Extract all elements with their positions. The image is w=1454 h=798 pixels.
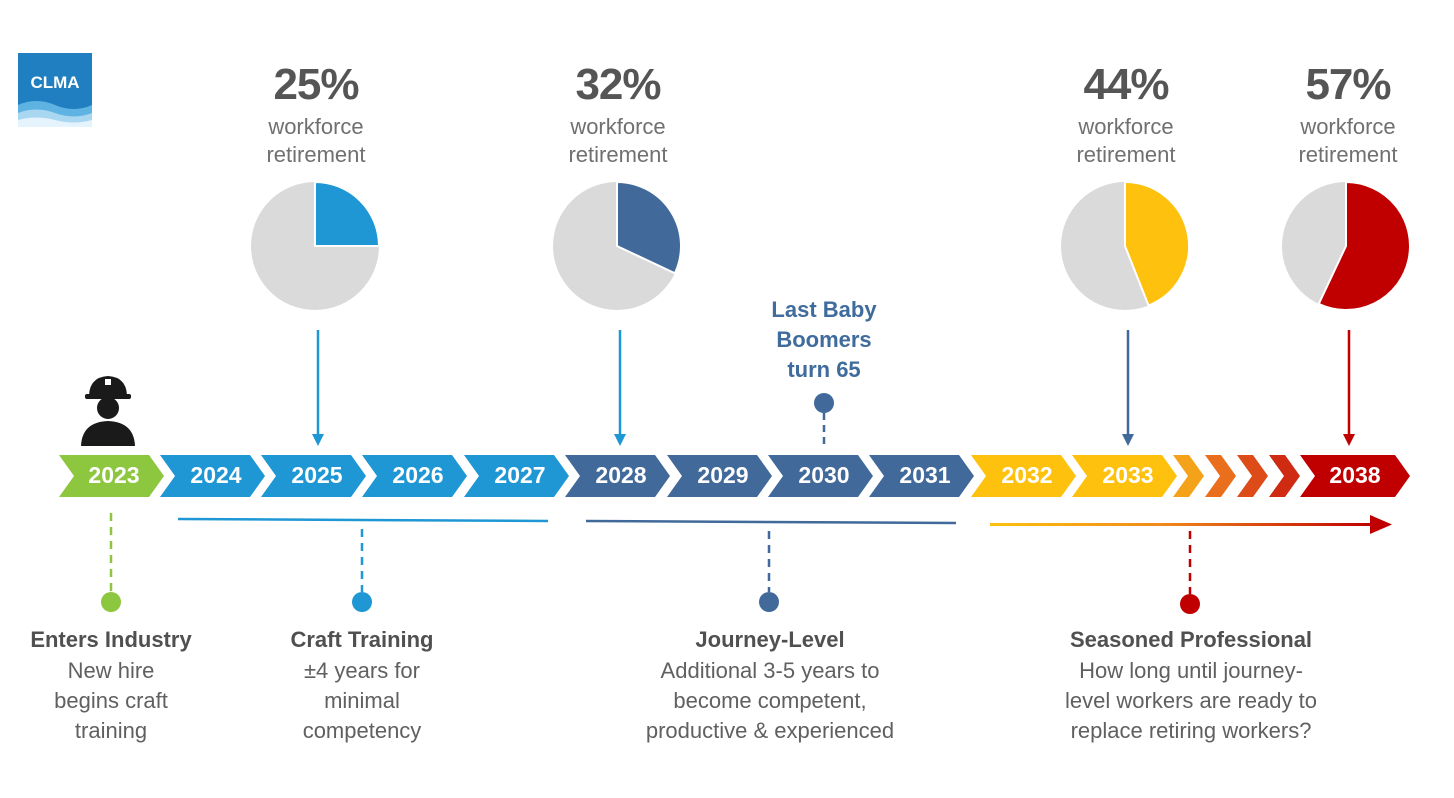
seasoned-professional-arrowhead [1370,515,1392,534]
transition-chevron-4 [1269,455,1300,497]
year-chevron-2032 [971,455,1076,497]
year-chevron-2038 [1300,455,1410,497]
year-2032: 2032 [1001,462,1053,488]
milestone-dot [814,393,834,413]
year-2038: 2038 [1329,462,1381,488]
stage-desc-seasoned-professional: How long until journey-level workers are… [1065,658,1317,743]
craft-training-dot [352,592,372,612]
percent-label-3: 44% [1083,60,1169,109]
percent-sub-2: workforce retirement [568,114,668,167]
drop-arrow-head-1 [312,434,324,446]
drop-arrow-head-2 [614,434,626,446]
retirement-pie-4 [1282,180,1411,311]
milestone-label: Last Baby Boomers turn 65 [771,297,877,382]
pie-slice-3 [1124,180,1190,307]
percent-label-1: 25% [273,60,359,109]
stage-desc-enters-industry: New hire begins craft training [54,658,168,743]
year-2031: 2031 [899,462,951,488]
clma-logo: CLMA [18,53,92,127]
journey-level-bar [585,519,957,525]
year-chevron-2024 [160,455,265,497]
year-chevron-2027 [464,455,569,497]
stage-title-enters-industry: Enters Industry [30,627,192,652]
retirement-pie-1 [251,180,381,310]
retirement-pie-2 [553,180,682,310]
logo-text: CLMA [30,73,79,92]
seasoned-professional-dot [1180,594,1200,614]
year-chevron-2033 [1072,455,1177,497]
percent-label-2: 32% [575,60,661,109]
pie-slice-2 [616,180,682,275]
year-2029: 2029 [697,462,749,488]
year-chevron-2031 [869,455,974,497]
year-chevron-2029 [667,455,772,497]
transition-chevron-2 [1205,455,1236,497]
pie-slice-1 [314,180,381,247]
stage-title-craft-training: Craft Training [290,627,434,652]
stage-title-journey-level: Journey-Level [695,627,845,652]
year-chevron-2030 [768,455,873,497]
retirement-pie-3 [1061,180,1190,310]
year-chevron-2025 [261,455,366,497]
construction-worker-icon [81,376,135,446]
transition-chevron-3 [1237,455,1268,497]
journey-level-dot [759,592,779,612]
craft-training-bar [177,517,549,523]
stage-title-seasoned-professional: Seasoned Professional [1069,627,1313,652]
year-2025: 2025 [291,462,343,488]
percent-sub-1: workforce retirement [266,114,366,167]
year-chevron-2023 [59,455,164,497]
seasoned-professional-bar [990,523,1372,526]
year-2024: 2024 [190,462,242,488]
stage-desc-craft-training: ±4 years for minimal competency [302,658,422,743]
percent-sub-4: workforce retirement [1298,114,1398,167]
percent-label-4: 57% [1305,60,1391,109]
year-2033: 2033 [1102,462,1154,488]
year-2026: 2026 [392,462,444,488]
year-2028: 2028 [595,462,647,488]
enters-industry-dot [101,592,121,612]
drop-arrow-head-3 [1122,434,1134,446]
year-chevron-2026 [362,455,467,497]
drop-arrow-head-4 [1343,434,1355,446]
year-chevron-2028 [565,455,670,497]
transition-chevron-1 [1173,455,1204,497]
percent-sub-3: workforce retirement [1076,114,1176,167]
year-2027: 2027 [494,462,546,488]
year-2023: 2023 [88,462,140,488]
pie-slice-4 [1317,180,1411,311]
stage-desc-journey-level: Additional 3-5 years to become competent,… [645,658,895,743]
year-2030: 2030 [798,462,850,488]
